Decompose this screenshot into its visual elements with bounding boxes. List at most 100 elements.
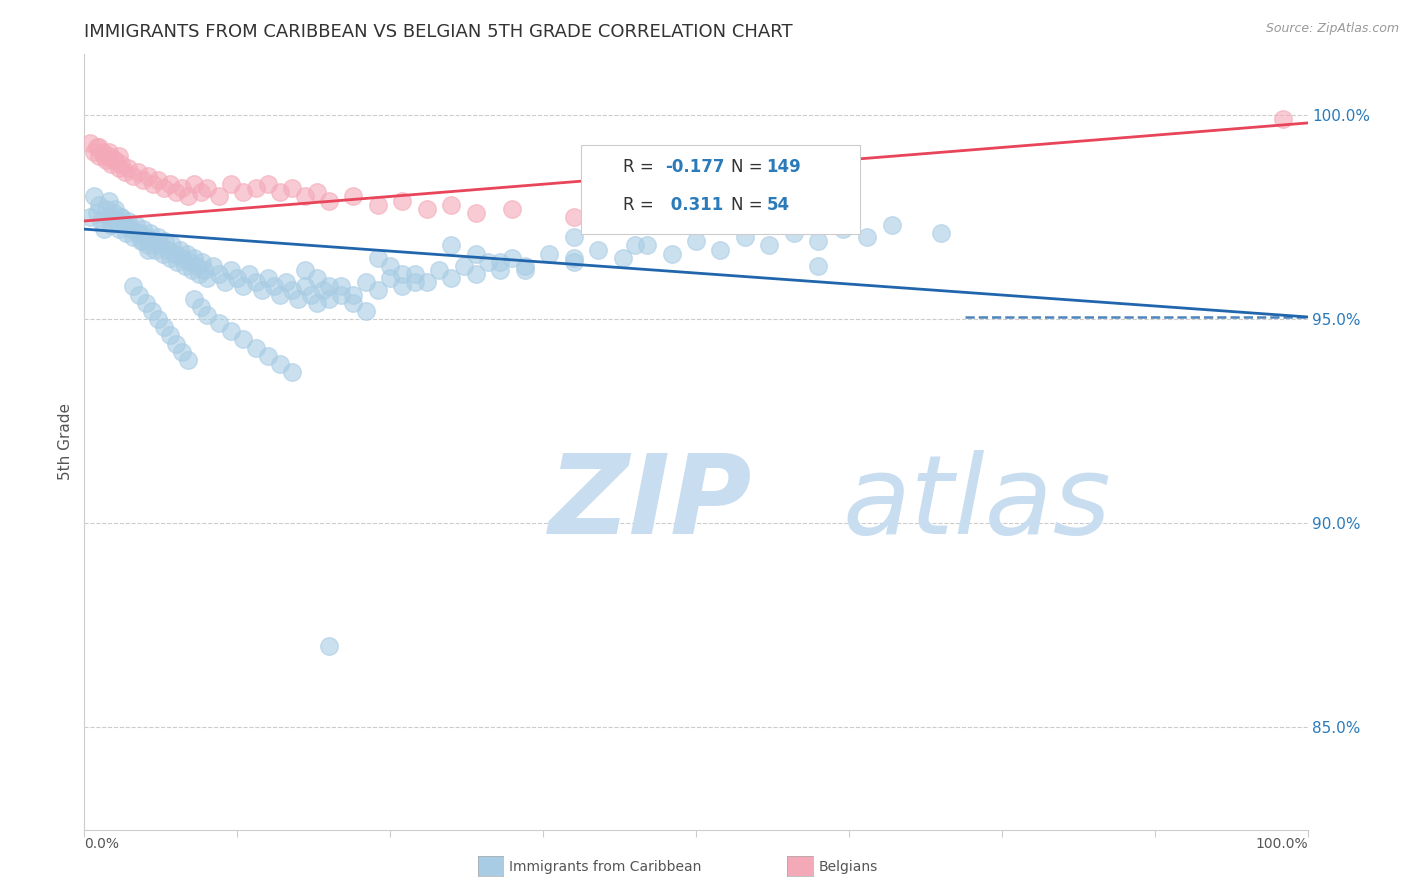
Point <box>183 251 205 265</box>
Point <box>305 295 328 310</box>
Point <box>100 157 122 171</box>
Point <box>294 189 316 203</box>
Text: IMMIGRANTS FROM CARIBBEAN VS BELGIAN 5TH GRADE CORRELATION CHART: IMMIGRANTS FROM CARIBBEAN VS BELGIAN 5TH… <box>84 23 793 41</box>
Point <box>110 210 132 224</box>
Point <box>269 186 291 200</box>
Point <box>391 194 413 208</box>
Point <box>440 271 463 285</box>
Text: Immigrants from Caribbean: Immigrants from Caribbean <box>509 860 702 874</box>
Point <box>125 218 148 232</box>
Point <box>122 169 145 183</box>
Point <box>464 267 486 281</box>
Point <box>330 279 353 293</box>
Point <box>183 292 205 306</box>
Point <box>367 284 389 298</box>
Point <box>165 336 187 351</box>
Point <box>380 271 402 285</box>
Point <box>153 320 176 334</box>
Point <box>709 243 731 257</box>
Point <box>294 279 316 293</box>
Point <box>104 202 127 216</box>
Point <box>127 226 149 240</box>
Point <box>257 178 280 192</box>
Point <box>477 255 499 269</box>
Point <box>179 255 201 269</box>
Point <box>132 235 155 249</box>
Point <box>513 263 536 277</box>
Point <box>91 145 114 159</box>
Point <box>250 284 273 298</box>
Point <box>128 287 150 301</box>
Point <box>232 279 254 293</box>
Point <box>195 271 218 285</box>
Point <box>142 178 165 192</box>
Point <box>177 352 200 367</box>
Point <box>758 238 780 252</box>
Point <box>464 206 486 220</box>
Point <box>114 165 136 179</box>
Point <box>354 303 377 318</box>
Point <box>105 214 128 228</box>
Text: 0.0%: 0.0% <box>84 838 120 851</box>
Point <box>146 173 169 187</box>
Point <box>404 275 426 289</box>
Point <box>87 140 110 154</box>
Point <box>232 186 254 200</box>
Point <box>257 271 280 285</box>
Point <box>93 222 115 236</box>
Point <box>305 186 328 200</box>
Point <box>245 275 267 289</box>
Point <box>685 235 707 249</box>
Point <box>188 267 211 281</box>
Point <box>166 255 188 269</box>
Point <box>153 181 176 195</box>
Point <box>110 157 132 171</box>
Point <box>636 238 658 252</box>
Point <box>86 140 108 154</box>
Point <box>97 194 120 208</box>
Point <box>190 300 212 314</box>
Point <box>318 279 340 293</box>
Point <box>136 169 159 183</box>
Text: R =: R = <box>623 158 659 176</box>
Point <box>562 210 585 224</box>
Point <box>562 251 585 265</box>
Point <box>1272 112 1295 126</box>
Point <box>90 214 112 228</box>
Point <box>156 243 179 257</box>
Point <box>193 263 215 277</box>
Point <box>513 259 536 273</box>
Text: R =: R = <box>623 196 659 214</box>
Point <box>132 173 155 187</box>
Point <box>172 251 194 265</box>
Point <box>783 226 806 240</box>
Point <box>103 153 125 167</box>
Point <box>318 639 340 653</box>
Point <box>159 328 181 343</box>
Point <box>135 295 157 310</box>
Point <box>107 148 129 162</box>
Point <box>538 246 561 260</box>
Point <box>136 238 159 252</box>
Point <box>159 251 181 265</box>
Text: N =: N = <box>731 158 768 176</box>
Point <box>624 238 647 252</box>
Point <box>427 263 450 277</box>
Text: -0.177: -0.177 <box>665 158 724 176</box>
Point <box>226 271 249 285</box>
Point <box>281 284 304 298</box>
Point <box>391 267 413 281</box>
Point <box>195 308 218 322</box>
Point <box>391 279 413 293</box>
Point <box>416 275 439 289</box>
Point <box>294 263 316 277</box>
Point <box>96 153 118 167</box>
Point <box>562 230 585 244</box>
Point <box>257 349 280 363</box>
Point <box>489 255 512 269</box>
Point <box>489 263 512 277</box>
Point <box>93 148 115 162</box>
Point <box>122 279 145 293</box>
Text: 149: 149 <box>766 158 801 176</box>
Point <box>159 178 181 192</box>
